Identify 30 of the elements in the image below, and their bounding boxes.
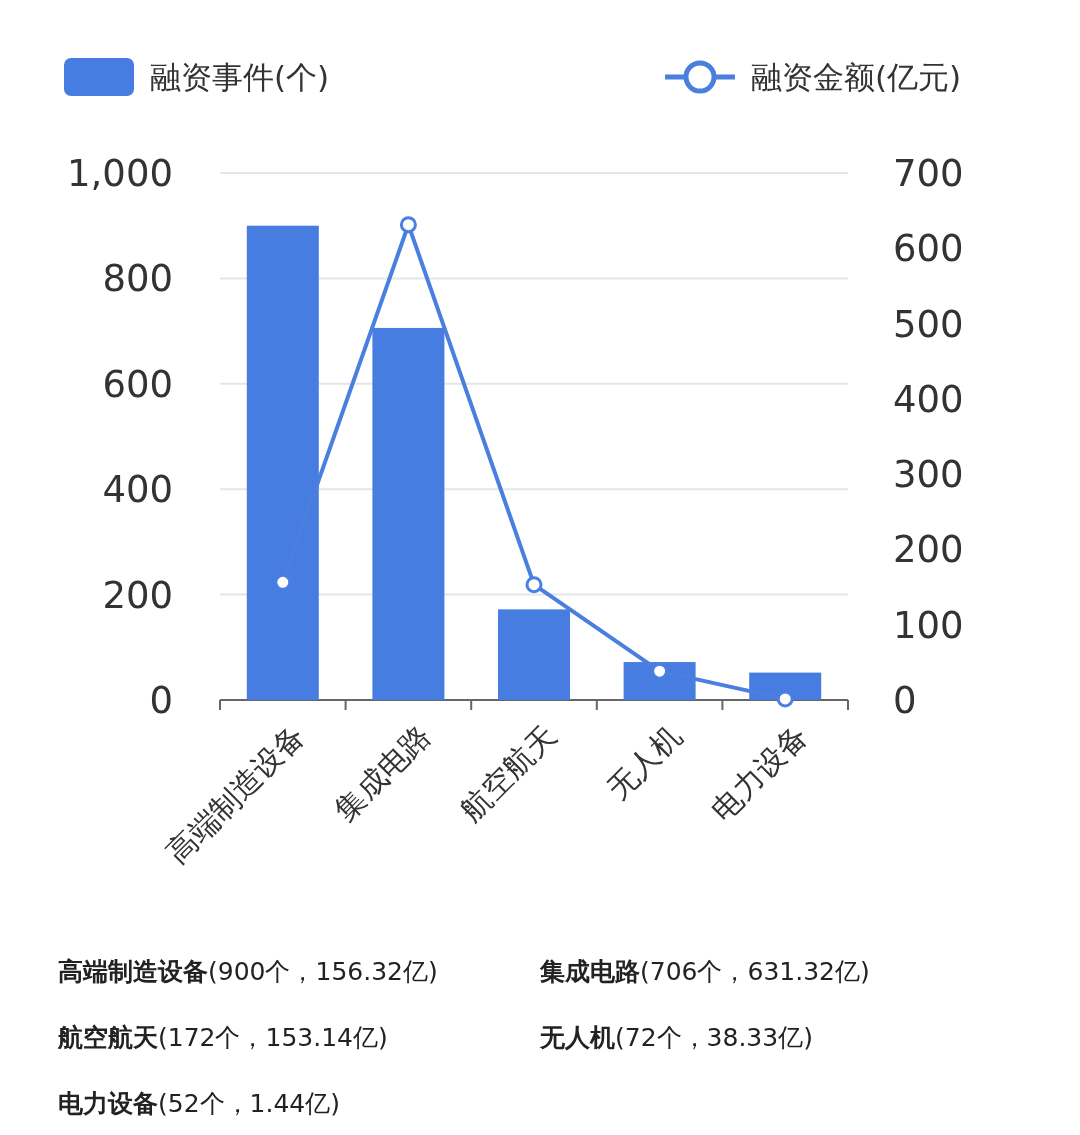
- point: [399, 216, 417, 234]
- bar: [498, 609, 570, 700]
- x-tick-label: 无人机: [600, 718, 689, 807]
- text: 无人机(72个，38.33亿): [539, 1023, 813, 1052]
- text: 集成电路(706个，631.32亿): [539, 957, 870, 986]
- y2-tick-label: 0: [893, 679, 917, 722]
- y2-tick-label: 700: [893, 152, 964, 195]
- text: 航空航天(172个，153.14亿): [57, 1023, 388, 1052]
- point: [525, 576, 543, 594]
- bar: [372, 327, 445, 700]
- y-tick-label: 1,000: [67, 152, 173, 195]
- x-tick-label: 航空航天: [453, 718, 563, 828]
- y2-tick-label: 300: [893, 453, 964, 497]
- y-tick-label: 200: [102, 573, 173, 617]
- legend-label: 融资金额(亿元): [751, 59, 962, 95]
- x-tick-label: 集成电路: [327, 718, 438, 828]
- bar: [246, 225, 319, 700]
- y-tick-label: 800: [102, 257, 173, 301]
- legend-label: 融资事件(个): [150, 59, 330, 95]
- y2-tick-label: 100: [893, 603, 964, 647]
- bar: [623, 662, 696, 700]
- y2-tick-label: 400: [893, 377, 964, 421]
- text: 高端制造设备(900个，156.32亿): [58, 957, 438, 986]
- y2-tick-label: 200: [893, 528, 964, 572]
- y2-tick-label: 500: [893, 302, 964, 346]
- x-tick-label: 电力设备: [704, 718, 814, 828]
- text: 电力设备(52个，1.44亿): [58, 1089, 340, 1118]
- y2-tick-label: 600: [893, 227, 964, 271]
- y-tick-label: 400: [102, 468, 173, 512]
- y-tick-label: 600: [102, 362, 173, 406]
